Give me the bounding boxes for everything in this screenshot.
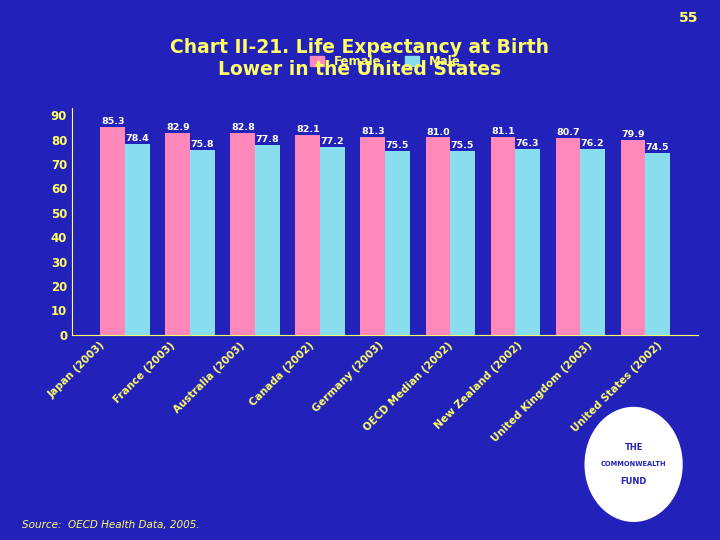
Bar [580, 149, 605, 335]
Text: OECD Median (2002): OECD Median (2002) [362, 340, 455, 433]
Text: 81.0: 81.0 [426, 127, 450, 137]
Text: 75.5: 75.5 [386, 141, 409, 150]
Text: 77.8: 77.8 [256, 136, 279, 144]
Text: Australia (2003): Australia (2003) [171, 340, 246, 415]
Legend: Female, Male: Female, Male [305, 50, 465, 73]
Text: 75.5: 75.5 [451, 141, 474, 150]
Bar [450, 151, 475, 335]
Bar [255, 145, 280, 335]
Text: 76.3: 76.3 [516, 139, 539, 148]
Text: FUND: FUND [621, 476, 647, 485]
Text: 78.4: 78.4 [126, 134, 150, 143]
Circle shape [588, 410, 680, 519]
Bar [166, 133, 190, 335]
Text: 80.7: 80.7 [556, 129, 580, 137]
Text: United Kingdom (2003): United Kingdom (2003) [490, 340, 594, 444]
Bar [295, 134, 320, 335]
Bar [361, 137, 385, 335]
Text: 82.9: 82.9 [166, 123, 189, 132]
Text: COMMONWEALTH: COMMONWEALTH [600, 461, 667, 468]
Text: Japan (2003): Japan (2003) [47, 340, 107, 400]
Bar [125, 144, 150, 335]
Text: 55: 55 [679, 11, 698, 25]
Text: 82.1: 82.1 [296, 125, 320, 134]
Text: New Zealand (2002): New Zealand (2002) [433, 340, 524, 431]
Bar [426, 137, 450, 335]
Text: Canada (2002): Canada (2002) [248, 340, 315, 408]
Text: 74.5: 74.5 [646, 144, 670, 152]
Text: 77.2: 77.2 [320, 137, 344, 146]
Bar [230, 133, 255, 335]
Text: 75.8: 75.8 [191, 140, 215, 149]
Bar [320, 146, 345, 335]
Text: 76.2: 76.2 [581, 139, 604, 148]
Text: THE: THE [624, 443, 643, 453]
Bar [645, 153, 670, 335]
Text: 79.9: 79.9 [621, 130, 644, 139]
Bar [190, 150, 215, 335]
Bar [101, 127, 125, 335]
Text: Germany (2003): Germany (2003) [311, 340, 385, 414]
Text: 81.3: 81.3 [361, 127, 384, 136]
Text: Source:  OECD Health Data, 2005.: Source: OECD Health Data, 2005. [22, 520, 199, 530]
Text: 82.8: 82.8 [231, 123, 255, 132]
Text: 81.1: 81.1 [491, 127, 515, 136]
Bar [556, 138, 580, 335]
Text: 85.3: 85.3 [101, 117, 125, 126]
Bar [621, 140, 645, 335]
Bar [385, 151, 410, 335]
Text: France (2003): France (2003) [112, 340, 176, 405]
Bar [516, 148, 540, 335]
Bar [490, 137, 516, 335]
Text: Chart II-21. Life Expectancy at Birth
Lower in the United States: Chart II-21. Life Expectancy at Birth Lo… [171, 38, 549, 79]
Text: United States (2002): United States (2002) [570, 340, 664, 434]
